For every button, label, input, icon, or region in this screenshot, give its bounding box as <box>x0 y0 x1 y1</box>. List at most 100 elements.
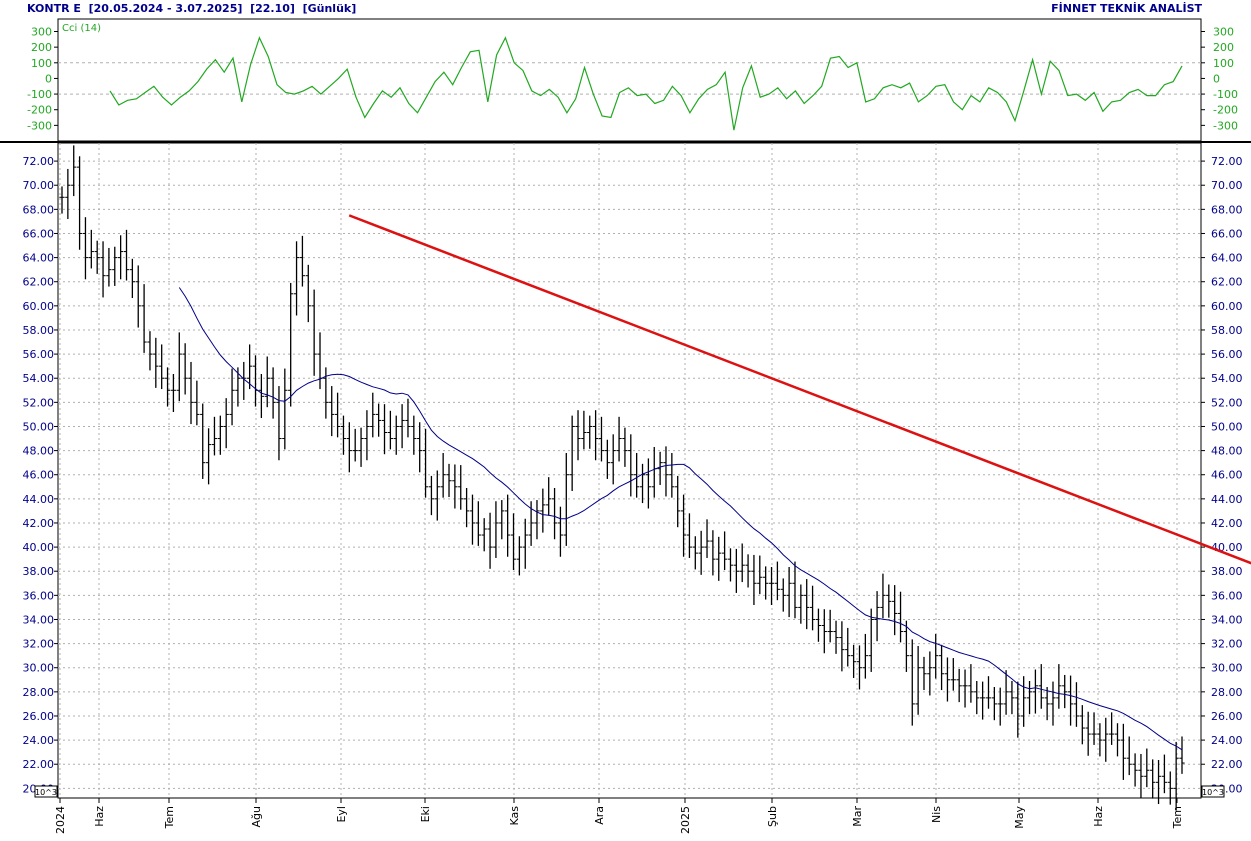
price-tick-label-right: 42.00 <box>1211 517 1243 530</box>
ohlc-bar <box>293 241 300 316</box>
cci-tick-label-left: -200 <box>27 104 52 117</box>
ohlc-bar <box>411 415 417 455</box>
ohlc-bar <box>229 368 235 426</box>
price-tick-label-right: 56.00 <box>1211 348 1243 361</box>
ohlc-bar <box>522 518 528 569</box>
price-tick-label-right: 48.00 <box>1211 445 1243 458</box>
ohlc-bar <box>991 687 997 721</box>
ohlc-bar <box>106 247 112 287</box>
price-tick-label-left: 40.00 <box>23 541 55 554</box>
ohlc-bar <box>499 500 505 540</box>
ohlc-bar <box>376 403 382 437</box>
price-tick-label-left: 66.00 <box>23 227 55 240</box>
ohlc-bar <box>358 427 364 467</box>
ohlc-bar <box>100 241 106 298</box>
ohlc-bar <box>82 217 89 280</box>
ohlc-bar <box>716 536 722 581</box>
price-tick-label-right: 58.00 <box>1211 324 1243 337</box>
ohlc-bar <box>434 470 440 521</box>
ohlc-bar <box>417 422 423 473</box>
ohlc-bar <box>974 680 980 715</box>
price-tick-label-left: 46.00 <box>23 469 55 482</box>
ohlc-bar <box>1167 771 1173 805</box>
brand-label: FİNNET TEKNİK ANALİST <box>1051 2 1202 15</box>
ohlc-bar <box>264 356 270 408</box>
x-tick-label: Tem <box>163 806 176 829</box>
cci-line <box>109 36 1183 131</box>
ohlc-bar <box>118 235 124 280</box>
ohlc-bar <box>540 488 546 533</box>
ohlc-bar <box>159 344 165 390</box>
price-tick-label-left: 28.00 <box>23 686 55 699</box>
ohlc-bar <box>880 573 886 619</box>
ohlc-bar <box>551 487 558 540</box>
ohlc-bar <box>968 664 974 703</box>
ohlc-bar <box>739 543 745 583</box>
ohlc-bar <box>669 453 675 498</box>
x-tick-label: Haz <box>93 806 106 827</box>
ohlc-bar <box>205 428 212 485</box>
ohlc-bar <box>868 608 874 672</box>
cci-frame <box>57 18 1202 142</box>
price-tick-label-right: 50.00 <box>1211 420 1243 433</box>
ohlc-bar <box>1050 681 1056 726</box>
ohlc-bar <box>1132 753 1138 787</box>
ohlc-bar <box>147 331 153 371</box>
price-tick-label-right: 24.00 <box>1211 734 1243 747</box>
ohlc-bar <box>176 332 182 402</box>
price-tick-label-right: 36.00 <box>1211 589 1243 602</box>
ohlc-bar <box>956 668 962 703</box>
scale-note-right: 10^3 <box>1202 788 1224 797</box>
ohlc-bar <box>288 282 294 407</box>
price-tick-label-left: 54.00 <box>23 372 55 385</box>
ohlc-bar <box>364 410 370 461</box>
ohlc-bar <box>1126 736 1132 776</box>
ohlc-bar <box>698 530 704 575</box>
price-tick-label-left: 50.00 <box>23 420 55 433</box>
ohlc-bar <box>827 609 833 643</box>
price-tick-label-right: 52.00 <box>1211 396 1243 409</box>
ohlc-bar <box>1108 712 1115 745</box>
ohlc-bar <box>680 494 687 557</box>
price-tick-label-right: 66.00 <box>1211 227 1243 240</box>
ohlc-bar <box>985 676 992 709</box>
ohlc-bar <box>440 453 446 498</box>
ohlc-bar <box>1026 680 1033 715</box>
price-tick-label-left: 24.00 <box>23 734 55 747</box>
ohlc-bar <box>1097 723 1103 757</box>
ohlc-bar <box>1144 748 1150 788</box>
ohlc-bar <box>469 494 476 545</box>
ohlc-bar <box>874 591 880 642</box>
ohlc-bar <box>270 367 276 419</box>
ohlc-bar <box>452 464 458 509</box>
ohlc-bar <box>235 367 241 407</box>
x-tick-label: Eyl <box>335 806 348 823</box>
ohlc-bar <box>909 639 915 726</box>
ohlc-bar <box>569 415 575 492</box>
ohlc-bar <box>276 386 282 461</box>
ohlc-bar <box>856 645 863 690</box>
x-tick-label: May <box>1013 806 1026 829</box>
ohlc-bar <box>727 548 734 582</box>
ohlc-bar <box>704 519 710 558</box>
ohlc-bar <box>305 264 311 323</box>
ohlc-bar <box>1009 680 1015 715</box>
ohlc-bar <box>340 415 347 455</box>
ohlc-bar <box>422 428 429 498</box>
ohlc-bar <box>153 337 159 388</box>
price-tick-label-left: 26.00 <box>23 710 55 723</box>
cci-tick-label-right: 0 <box>1213 72 1220 85</box>
x-tick-label: 2024 <box>54 806 67 834</box>
price-tick-label-right: 70.00 <box>1211 179 1243 192</box>
last-price-label: [22.10] <box>250 2 295 15</box>
ohlc-bar <box>428 475 435 516</box>
ohlc-bar <box>346 422 352 473</box>
ohlc-bar <box>903 620 910 672</box>
cci-tick-label-right: -300 <box>1213 119 1238 132</box>
price-tick-label-right: 38.00 <box>1211 565 1243 578</box>
ohlc-bar <box>65 168 71 219</box>
ohlc-bar <box>481 518 487 552</box>
price-tick-label-left: 60.00 <box>23 300 55 313</box>
symbol-label: KONTR E <box>27 2 81 15</box>
ohlc-bar <box>1091 712 1097 745</box>
